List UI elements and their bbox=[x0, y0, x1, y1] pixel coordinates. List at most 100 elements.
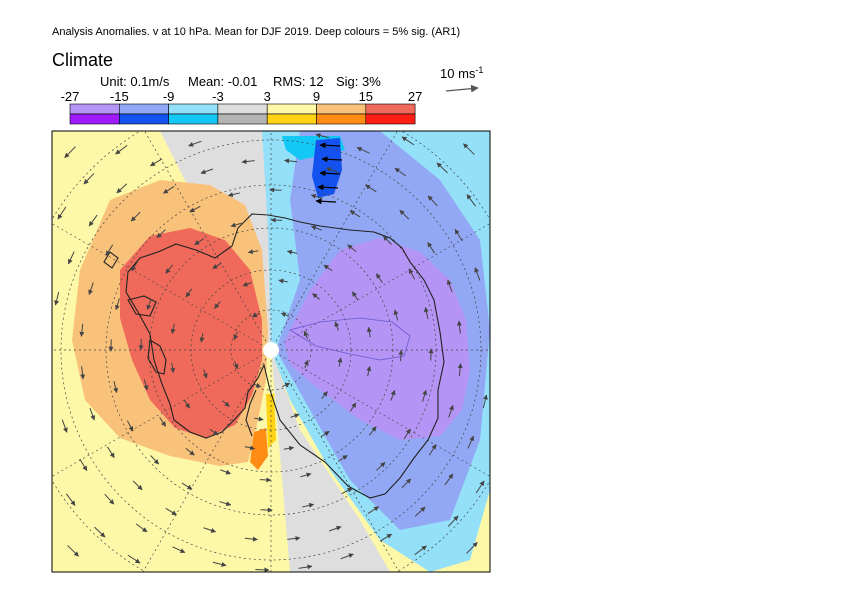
wind-vector-arrow bbox=[401, 136, 415, 146]
wind-vector-arrow bbox=[393, 309, 399, 321]
wind-vector-arrow bbox=[427, 195, 438, 207]
colorbar-pale-swatch bbox=[365, 103, 416, 115]
colorbar-pale-swatch bbox=[217, 103, 268, 115]
wind-vector-arrow bbox=[280, 312, 290, 318]
colorbar-deep-swatch bbox=[119, 113, 169, 125]
wind-vector-arrow bbox=[401, 478, 412, 489]
wind-vector-arrow-strong bbox=[315, 198, 337, 205]
wind-vector-arrow bbox=[365, 184, 377, 193]
significant-positive-moderate-patch bbox=[250, 428, 268, 470]
wind-vector-arrow bbox=[475, 480, 485, 494]
colorbar-pale-swatch bbox=[168, 103, 219, 115]
wind-vector-arrow bbox=[457, 363, 463, 377]
wind-vector-arrow bbox=[254, 416, 264, 422]
wind-vector-arrow bbox=[79, 458, 88, 472]
wind-vector-arrow bbox=[233, 331, 239, 341]
wind-vector-arrow bbox=[126, 420, 134, 432]
wind-vector-arrow bbox=[242, 281, 252, 287]
wind-vector-arrow bbox=[448, 404, 454, 418]
negative-strong-region bbox=[284, 238, 470, 440]
wind-vector-arrow bbox=[135, 523, 148, 533]
wind-vector-arrow bbox=[287, 535, 301, 541]
wind-vector-arrow bbox=[302, 502, 315, 508]
colorbar-tick-label: -3 bbox=[212, 89, 224, 104]
colorbar-tick-label: 27 bbox=[408, 89, 422, 104]
wind-vector-arrow bbox=[376, 461, 386, 471]
wind-vector-arrow bbox=[203, 527, 217, 533]
wind-vector-arrow bbox=[337, 454, 348, 462]
wind-vector-arrow-strong bbox=[319, 142, 341, 149]
wind-vector-arrow bbox=[399, 209, 410, 220]
wind-vector-arrow bbox=[283, 445, 295, 451]
wind-vector-arrow bbox=[189, 205, 201, 213]
wind-vector-arrow bbox=[379, 533, 393, 542]
wind-vector-arrow bbox=[199, 333, 205, 343]
wind-vector-arrow bbox=[149, 158, 163, 167]
wind-vector-arrow bbox=[146, 299, 152, 311]
wind-vector-arrow bbox=[227, 192, 240, 198]
wind-vector-arrow bbox=[349, 210, 361, 218]
wind-vector-arrow bbox=[170, 362, 176, 374]
island-coastline bbox=[103, 251, 119, 269]
colorbar bbox=[69, 103, 416, 125]
wind-vector-arrow bbox=[414, 545, 427, 556]
colorbar-deep-swatch bbox=[69, 113, 120, 125]
wind-vector-arrow bbox=[303, 359, 309, 369]
wind-vector-arrow bbox=[130, 211, 141, 222]
pole-marker bbox=[263, 342, 279, 358]
wind-vector-arrow-strong bbox=[319, 170, 341, 177]
map-panel bbox=[52, 131, 490, 572]
wind-vector-arrow bbox=[328, 525, 342, 532]
wind-vector-arrow bbox=[83, 173, 95, 185]
wind-vector-arrow bbox=[368, 426, 377, 436]
wind-vector-arrow bbox=[466, 542, 478, 554]
wind-vector-arrow bbox=[340, 553, 354, 560]
colorbar-pale-swatch bbox=[266, 103, 317, 115]
wind-vector-arrow bbox=[474, 267, 481, 281]
wind-vector-arrow bbox=[159, 416, 167, 427]
wind-vector-arrow bbox=[341, 487, 353, 495]
coastlines bbox=[103, 213, 445, 499]
wind-vector-arrow bbox=[244, 445, 256, 451]
wind-vector-arrow bbox=[356, 146, 370, 154]
wind-vector-arrow bbox=[219, 501, 232, 507]
stat-sig: Sig: 3% bbox=[336, 74, 381, 89]
wind-vector-arrow bbox=[188, 140, 202, 147]
colorbar-tick-label: 9 bbox=[313, 89, 320, 104]
wind-vector-arrow bbox=[114, 298, 120, 311]
wind-vector-arrow bbox=[172, 546, 186, 554]
shelf-coastline bbox=[127, 295, 157, 317]
meridian-line bbox=[52, 349, 272, 477]
colorbar-deep-swatch bbox=[316, 113, 367, 125]
wind-vector-arrow bbox=[132, 480, 143, 491]
wind-vector-arrow bbox=[181, 482, 193, 490]
colorbar-pale-swatch bbox=[316, 103, 367, 115]
colorbar-deep-swatch bbox=[266, 113, 317, 125]
wind-vector-arrow bbox=[312, 293, 320, 300]
colorbar-pale-swatch bbox=[69, 103, 120, 115]
meridian-line bbox=[144, 131, 272, 351]
wind-vector-arrow bbox=[467, 435, 475, 449]
wind-vector-arrow bbox=[323, 264, 333, 272]
wind-vector-arrow bbox=[325, 167, 339, 173]
meridian-line bbox=[270, 349, 490, 477]
meridian-line bbox=[142, 349, 272, 572]
wind-vector-arrow bbox=[183, 399, 190, 409]
wind-vector-arrow bbox=[131, 260, 139, 272]
colorbar-deep-swatch bbox=[365, 113, 416, 125]
wind-vector-arrow bbox=[394, 167, 407, 177]
stat-mean: Mean: -0.01 bbox=[188, 74, 257, 89]
map-grid bbox=[52, 131, 490, 572]
meridian-line bbox=[270, 349, 400, 572]
wind-vector-arrow bbox=[456, 320, 462, 334]
wind-vector-arrow bbox=[116, 183, 128, 194]
wind-vector-arrow bbox=[310, 225, 322, 231]
wind-vector-arrow bbox=[255, 567, 270, 572]
figure-title: Analysis Anomalies. v at 10 hPa. Mean fo… bbox=[52, 26, 460, 38]
wind-vector-arrow bbox=[104, 493, 115, 505]
wind-vector-arrow bbox=[194, 238, 205, 246]
wind-vector-arrow bbox=[320, 431, 330, 438]
wind-vector-arrow bbox=[65, 493, 76, 506]
wind-vector-arrow bbox=[241, 159, 255, 165]
